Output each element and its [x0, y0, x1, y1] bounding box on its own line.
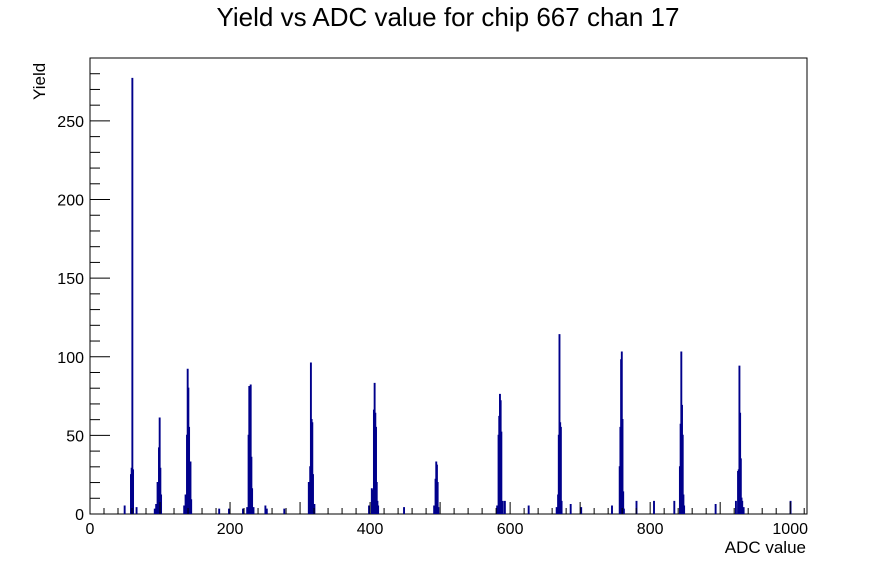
- x-tick-label: 800: [637, 521, 664, 538]
- histogram-bin: [155, 503, 158, 514]
- histogram-bin: [184, 494, 187, 514]
- histogram-bin: [264, 505, 267, 514]
- y-axis-ticks: 0 50 100 150 200 250: [57, 57, 110, 524]
- histogram-bin: [503, 500, 506, 514]
- x-tick-label: 0: [86, 521, 95, 538]
- histogram-bin: [250, 456, 253, 514]
- histogram-bin: [375, 426, 377, 514]
- x-tick-label: 600: [497, 521, 524, 538]
- histogram-bin: [189, 461, 192, 514]
- x-tick-label: 400: [357, 521, 384, 538]
- histogram-bin: [622, 508, 625, 514]
- histogram-bin: [621, 419, 624, 514]
- histogram-bin: [370, 488, 373, 514]
- histogram-bin: [437, 507, 440, 514]
- y-tick-label: 150: [57, 271, 84, 288]
- histogram-bin: [496, 505, 499, 514]
- y-tick-label: 200: [57, 193, 84, 210]
- x-axis-title: ADC value: [725, 538, 806, 557]
- y-tick-label: 100: [57, 350, 84, 367]
- histogram-bin: [377, 505, 380, 514]
- histogram-bin: [283, 508, 286, 514]
- histogram-bin: [159, 467, 162, 514]
- histogram-bin: [500, 431, 503, 514]
- histogram-bin: [249, 384, 252, 514]
- histogram-bin: [307, 481, 310, 514]
- y-tick-label: 0: [75, 507, 84, 524]
- histogram-bin: [251, 488, 254, 514]
- histogram-bin: [682, 494, 685, 514]
- histogram-bin: [569, 503, 572, 514]
- histogram-bin: [153, 508, 156, 514]
- histogram-bin: [681, 434, 684, 514]
- histogram-bin: [653, 500, 655, 514]
- histogram-bin: [683, 505, 686, 514]
- histogram-bin: [611, 505, 613, 514]
- histogram-bin: [183, 505, 186, 514]
- histogram-bin: [218, 508, 221, 514]
- histogram-bin: [555, 507, 558, 514]
- histogram-bin: [739, 458, 742, 514]
- histogram-bin: [242, 508, 244, 514]
- histogram-bin: [714, 503, 717, 514]
- histogram-bin: [501, 500, 504, 514]
- histogram-bin: [312, 474, 314, 514]
- histogram-bin: [742, 507, 745, 514]
- x-axis-ticks: 0 200 400 600 800 1000: [86, 502, 808, 538]
- histogram-bin: [368, 505, 370, 514]
- x-tick-label: 1000: [772, 521, 808, 538]
- histogram-bin: [123, 505, 126, 514]
- histogram-bin: [635, 500, 638, 514]
- histogram-bin: [559, 426, 562, 514]
- y-tick-label: 250: [57, 114, 84, 131]
- y-tick-label: 50: [66, 428, 84, 445]
- histogram-bin: [135, 507, 138, 514]
- plot-frame: [89, 57, 808, 515]
- histogram-bin: [188, 426, 191, 514]
- histogram-bin: [156, 481, 159, 514]
- histogram-bin: [158, 417, 161, 514]
- histogram-bin: [190, 499, 193, 514]
- histogram-bin: [734, 500, 737, 514]
- histogram-bin: [132, 469, 135, 514]
- histogram-bars: [123, 77, 792, 514]
- histogram-bin: [673, 500, 676, 514]
- y-axis-title: Yield: [30, 63, 49, 100]
- histogram-bin: [436, 481, 439, 514]
- histogram-bin: [560, 500, 563, 514]
- histogram-bin: [433, 505, 436, 514]
- histogram-bin: [622, 491, 625, 514]
- histogram-bin: [580, 507, 583, 514]
- x-tick-label: 200: [217, 521, 244, 538]
- histogram-bin: [131, 77, 134, 514]
- histogram-bin: [246, 507, 249, 514]
- chart-title: Yield vs ADC value for chip 667 chan 17: [216, 2, 680, 32]
- histogram-bin: [160, 494, 163, 514]
- histogram-bin: [741, 500, 744, 514]
- histogram-bin: [252, 507, 255, 514]
- histogram-bin: [248, 386, 251, 514]
- histogram-bin: [265, 508, 268, 514]
- histogram-bin: [311, 422, 314, 514]
- histogram-bin: [403, 507, 405, 514]
- histogram-bin: [527, 505, 530, 514]
- histogram-bin: [228, 508, 230, 514]
- histogram-bin: [375, 481, 378, 514]
